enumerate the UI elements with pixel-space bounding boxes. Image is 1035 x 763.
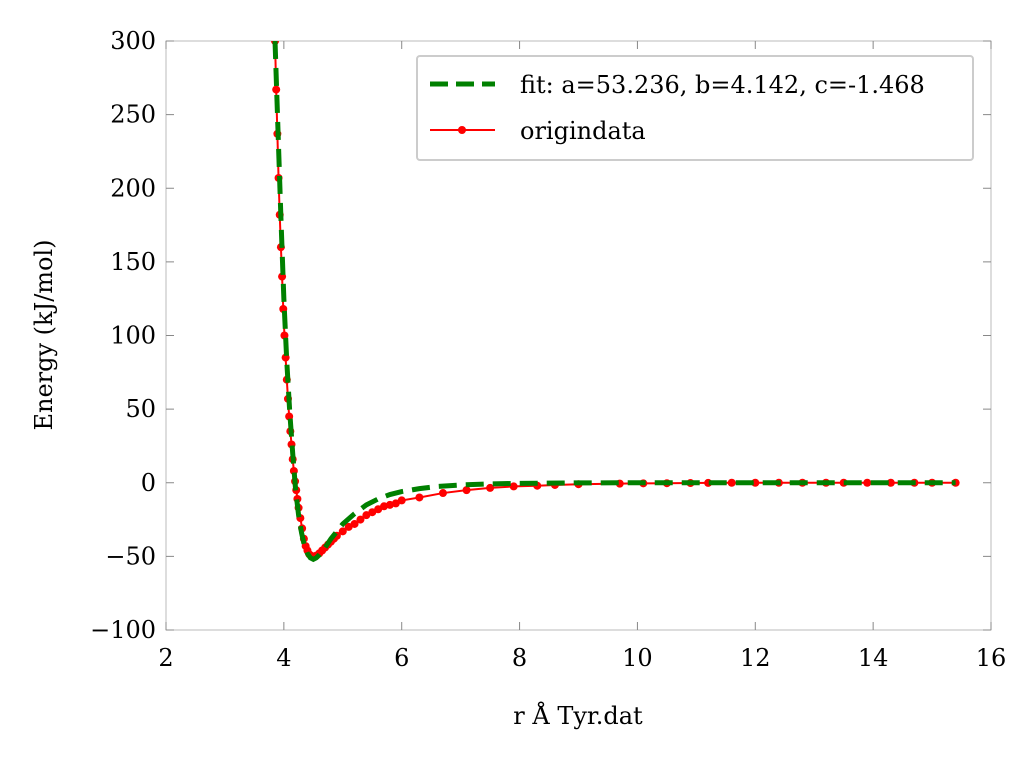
legend-origindata-marker <box>458 126 466 134</box>
y-axis-label: Energy (kJ/mol) <box>30 239 58 430</box>
origindata-point <box>272 85 281 94</box>
y-tick-label: 250 <box>110 101 156 129</box>
x-tick-label: 6 <box>394 644 409 672</box>
x-axis-label: r Å Tyr.dat <box>513 701 643 730</box>
origindata-point <box>368 508 377 517</box>
origindata-point <box>374 505 383 514</box>
series-fit-line <box>272 41 956 563</box>
origindata-point <box>391 499 400 508</box>
origindata-point <box>362 511 371 520</box>
origindata-point <box>863 478 872 487</box>
x-tick-label: 4 <box>276 644 291 672</box>
y-tick-label: 300 <box>110 27 156 55</box>
origindata-point <box>886 478 895 487</box>
legend-origindata-label: origindata <box>520 117 646 145</box>
legend-fit-label: fit: a=53.236, b=4.142, c=-1.468 <box>520 71 925 99</box>
x-tick-label: 8 <box>512 644 527 672</box>
y-tick-label: 100 <box>110 322 156 350</box>
legend: fit: a=53.236, b=4.142, c=-1.468 origind… <box>416 55 974 161</box>
origindata-point <box>338 527 347 536</box>
x-tick-label: 16 <box>976 644 1007 672</box>
origindata-point <box>462 486 471 495</box>
origindata-point <box>438 489 447 498</box>
x-tick-label: 10 <box>622 644 653 672</box>
origindata-point <box>509 482 518 491</box>
origindata-point <box>285 412 294 421</box>
y-tick-label: −100 <box>90 616 156 644</box>
origindata-point <box>486 483 495 492</box>
y-tick-label: 200 <box>110 174 156 202</box>
ticks-layer: 2 4 6 8 10 12 14 16 −100 −50 0 50 100 150 200 250 300 <box>90 27 1006 672</box>
origindata-point <box>350 519 359 528</box>
origindata-point <box>280 331 289 340</box>
origindata-point <box>344 522 353 531</box>
origindata-point <box>356 515 365 524</box>
x-tick-label: 12 <box>740 644 771 672</box>
y-tick-label: 0 <box>141 469 156 497</box>
origindata-point <box>727 478 736 487</box>
legend-box <box>416 55 974 161</box>
x-tick-label: 2 <box>158 644 173 672</box>
y-tick-label: 50 <box>125 395 156 423</box>
x-tick-label: 14 <box>858 644 889 672</box>
series-layer <box>271 41 960 563</box>
y-tick-label: −50 <box>105 542 156 570</box>
y-tick-label: 150 <box>110 248 156 276</box>
origindata-point <box>397 496 406 505</box>
origindata-point <box>415 493 424 502</box>
